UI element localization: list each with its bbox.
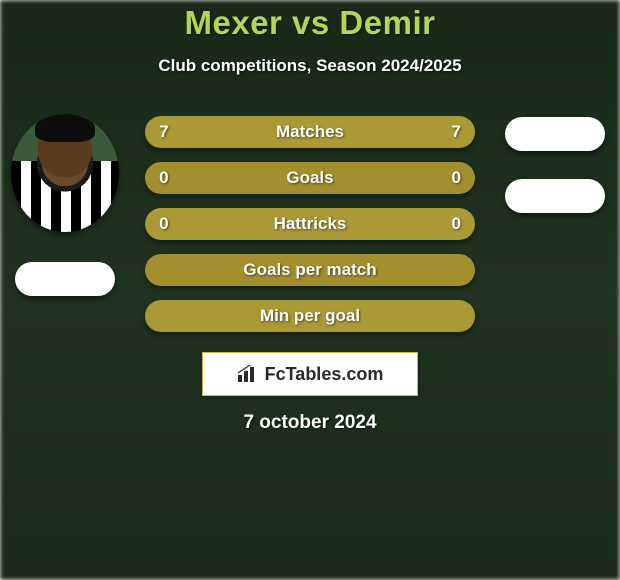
right-bubble-2 — [505, 179, 605, 213]
left-column — [6, 114, 123, 296]
bar-hattricks: 0 Hattricks 0 — [145, 208, 475, 240]
main-row: 7 Matches 7 0 Goals 0 0 Hattricks 0 Goal… — [0, 114, 620, 332]
bar-left-value: 0 — [159, 214, 168, 234]
bar-right-value: 0 — [451, 168, 460, 188]
bar-chart-icon — [237, 365, 259, 383]
bar-label: Goals per match — [145, 260, 475, 280]
bar-label: Hattricks — [145, 214, 475, 234]
bar-goals-per-match: Goals per match — [145, 254, 475, 286]
bar-matches: 7 Matches 7 — [145, 116, 475, 148]
left-bubble-1 — [15, 262, 115, 296]
player-left-avatar — [11, 114, 119, 232]
right-column — [497, 114, 614, 213]
bar-label: Goals — [145, 168, 475, 188]
right-bubble-1 — [505, 117, 605, 151]
stat-bars: 7 Matches 7 0 Goals 0 0 Hattricks 0 Goal… — [145, 114, 475, 332]
logo-text: FcTables.com — [265, 364, 384, 385]
bar-left-value: 7 — [159, 122, 168, 142]
page-title: Mexer vs Demir — [0, 4, 620, 42]
bar-left-value: 0 — [159, 168, 168, 188]
bar-right-value: 0 — [451, 214, 460, 234]
bar-goals: 0 Goals 0 — [145, 162, 475, 194]
bar-min-per-goal: Min per goal — [145, 300, 475, 332]
logo-box: FcTables.com — [202, 352, 418, 396]
bar-right-value: 7 — [451, 122, 460, 142]
subtitle: Club competitions, Season 2024/2025 — [0, 56, 620, 76]
comparison-card: Mexer vs Demir Club competitions, Season… — [0, 0, 620, 580]
bar-label: Matches — [145, 122, 475, 142]
date-text: 7 october 2024 — [0, 412, 620, 434]
bar-label: Min per goal — [145, 306, 475, 326]
